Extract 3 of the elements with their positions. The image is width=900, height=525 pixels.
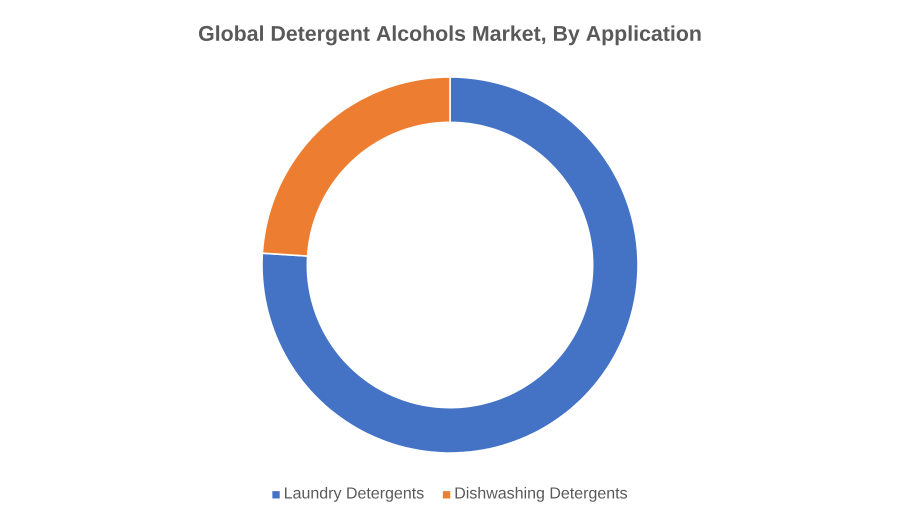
chart-title: Global Detergent Alcohols Market, By Application [198,25,701,46]
legend-label: Dishwashing Detergents [456,486,628,502]
legend-label: Laundry Detergents [285,486,424,502]
